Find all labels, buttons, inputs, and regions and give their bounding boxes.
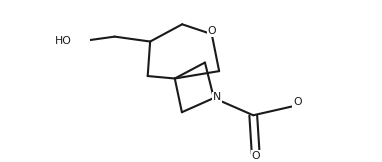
- Text: O: O: [207, 26, 216, 36]
- Text: HO: HO: [55, 36, 72, 46]
- Text: O: O: [293, 97, 301, 107]
- Text: O: O: [251, 151, 260, 161]
- Text: N: N: [213, 92, 221, 102]
